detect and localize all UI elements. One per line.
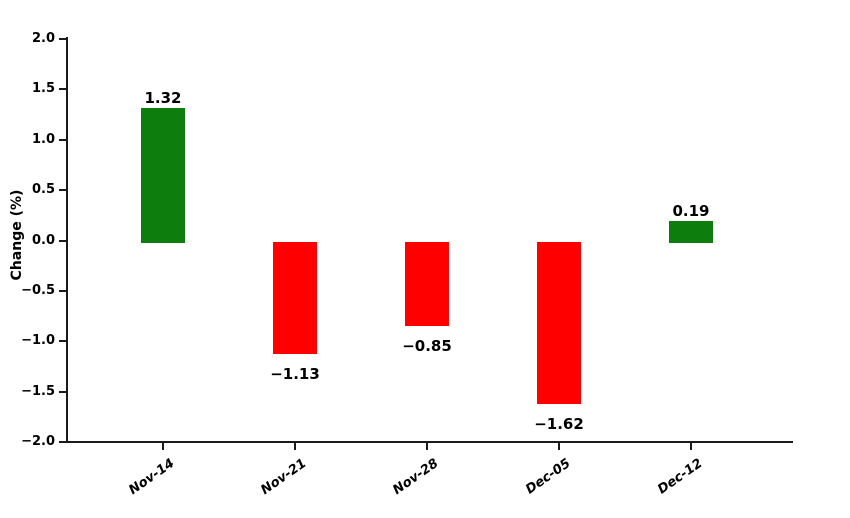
bar-value-label-dec-05: −1.62: [534, 414, 584, 433]
y-tick-label: −1.0: [21, 333, 55, 349]
y-tick-label: −1.5: [21, 383, 55, 399]
bar-nov-14: [141, 107, 185, 243]
x-tick-label-dec-12: Dec-12: [655, 456, 706, 498]
y-tick: [59, 441, 66, 443]
y-tick-label: 2.0: [31, 31, 55, 46]
y-tick-label: 0.5: [31, 182, 55, 198]
y-tick-label: −2.0: [21, 434, 55, 449]
y-tick: [59, 189, 66, 192]
x-tick-label-nov-14: Nov-14: [126, 456, 178, 498]
x-tick: [426, 443, 428, 450]
bar-value-label-nov-14: 1.32: [144, 88, 182, 107]
y-tick-label: 0.0: [31, 232, 55, 248]
y-tick: [59, 340, 66, 343]
bar-value-label-dec-12: 0.19: [672, 202, 710, 221]
x-tick: [690, 443, 692, 450]
bar-dec-05: [537, 242, 581, 404]
y-tick: [59, 239, 66, 242]
y-tick: [59, 138, 66, 141]
x-axis-line: [66, 441, 793, 443]
x-tick-label-nov-28: Nov-28: [390, 456, 442, 498]
y-tick-label: 1.5: [31, 81, 55, 97]
bar-value-label-nov-21: −1.13: [270, 365, 320, 384]
bar-nov-28: [405, 242, 449, 327]
y-tick-label: 1.0: [31, 131, 55, 147]
x-tick: [294, 443, 296, 450]
y-axis-line: [66, 37, 68, 443]
bar-nov-21: [273, 242, 317, 355]
x-tick-label-nov-21: Nov-21: [258, 456, 310, 498]
y-tick: [59, 88, 66, 91]
y-tick-label: −0.5: [21, 282, 55, 298]
x-tick: [558, 443, 560, 450]
bar-dec-12: [669, 221, 713, 243]
y-tick: [59, 38, 66, 40]
y-tick: [59, 390, 66, 393]
y-tick: [59, 289, 66, 292]
x-tick-label-dec-05: Dec-05: [523, 456, 574, 498]
bar-value-label-nov-28: −0.85: [402, 337, 452, 356]
x-tick: [162, 443, 164, 450]
